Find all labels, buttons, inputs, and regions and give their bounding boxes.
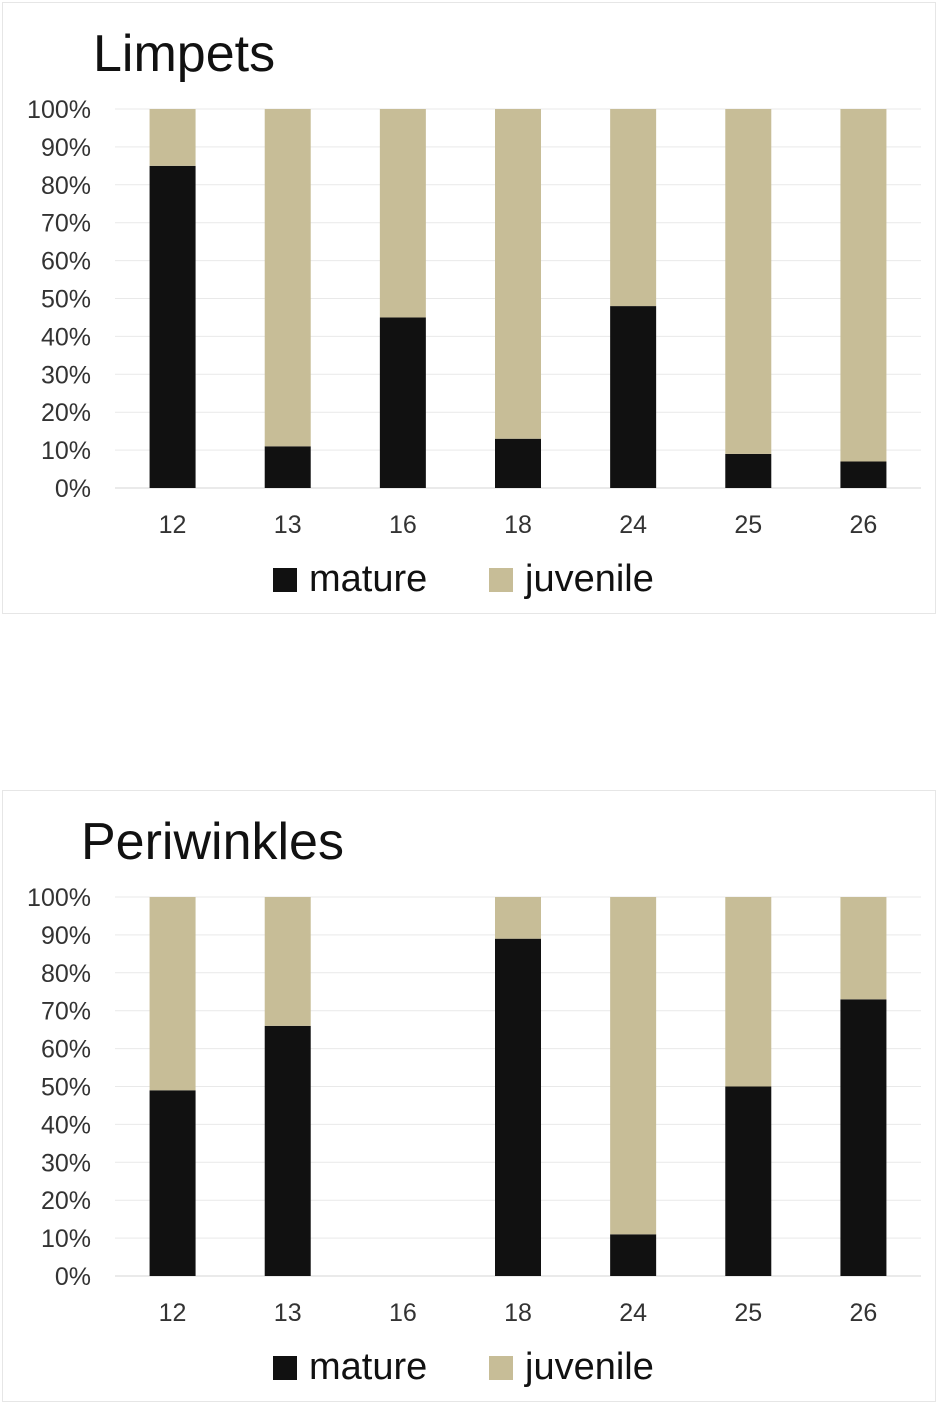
y-tick-label: 100% [27, 96, 91, 124]
x-tick-label: 13 [274, 511, 302, 539]
bar-juvenile-16 [379, 109, 426, 318]
bar-mature-13 [264, 1025, 311, 1276]
limpets-chart: Limpets 0% 10% 20% 30% 40% 50% 60% 70% 80% 90% 100… [27, 25, 921, 600]
y-tick-label: 20% [41, 1187, 91, 1215]
bar-juvenile-24 [610, 897, 657, 1235]
x-tick-label: 18 [504, 511, 532, 539]
bar-mature-13 [264, 446, 311, 488]
bar-mature-16 [379, 317, 426, 488]
x-tick-label: 26 [850, 1299, 878, 1327]
bar-mature-24 [610, 1234, 657, 1276]
legend-swatch-juvenile [489, 568, 513, 592]
bar-mature-25 [725, 453, 772, 488]
bar-juvenile-12 [149, 109, 196, 166]
chart-title: Limpets [93, 25, 275, 83]
bar-mature-12 [149, 1090, 196, 1276]
y-tick-label: 60% [41, 248, 91, 276]
y-tick-label: 80% [41, 172, 91, 200]
x-tick-label: 18 [504, 1299, 532, 1327]
y-tick-label: 80% [41, 960, 91, 988]
bar-mature-25 [725, 1086, 772, 1276]
bar-juvenile-25 [725, 109, 772, 454]
x-tick-label: 16 [389, 1299, 417, 1327]
y-tick-label: 30% [41, 361, 91, 389]
y-tick-label: 10% [41, 1225, 91, 1253]
x-tick-label: 24 [619, 1299, 647, 1327]
periwinkles-chart-panel: Periwinkles 0% 10% 20% 30% 40% 50% 60% 70% 80% 90… [2, 790, 936, 1402]
y-tick-label: 60% [41, 1036, 91, 1064]
bar-juvenile-18 [495, 109, 541, 439]
y-tick-label: 40% [41, 1111, 91, 1139]
chart-title: Periwinkles [81, 813, 344, 871]
bar-juvenile-13 [264, 109, 311, 447]
bar-juvenile-13 [264, 897, 311, 1026]
legend-swatch-mature [273, 1356, 297, 1380]
y-tick-label: 30% [41, 1149, 91, 1177]
y-tick-label: 70% [41, 998, 91, 1026]
x-tick-label: 25 [734, 1299, 762, 1327]
bar-mature-24 [610, 306, 657, 488]
bar-mature-18 [495, 938, 541, 1276]
bar-juvenile-24 [610, 109, 657, 307]
y-tick-label: 20% [41, 399, 91, 427]
legend-label-mature: mature [309, 1346, 427, 1388]
y-tick-label: 10% [41, 437, 91, 465]
bar-mature-12 [149, 165, 196, 488]
legend-swatch-mature [273, 568, 297, 592]
y-tick-label: 90% [41, 922, 91, 950]
y-tick-label: 50% [41, 1074, 91, 1102]
periwinkles-chart: Periwinkles 0% 10% 20% 30% 40% 50% 60% 70% 80% 90… [27, 813, 921, 1388]
x-tick-label: 24 [619, 511, 647, 539]
bar-juvenile-12 [149, 897, 196, 1091]
bar-juvenile-25 [725, 897, 772, 1087]
bar-juvenile-18 [495, 897, 541, 939]
legend-label-juvenile: juvenile [524, 558, 654, 600]
bar-mature-26 [840, 999, 887, 1276]
x-tick-label: 25 [734, 511, 762, 539]
x-tick-label: 16 [389, 511, 417, 539]
bar-mature-18 [495, 438, 541, 488]
y-tick-label: 70% [41, 210, 91, 238]
legend-label-juvenile: juvenile [524, 1346, 654, 1388]
y-tick-label: 0% [55, 1263, 91, 1291]
y-tick-label: 50% [41, 286, 91, 314]
legend-swatch-juvenile [489, 1356, 513, 1380]
legend-label-mature: mature [309, 558, 427, 600]
y-tick-label: 0% [55, 475, 91, 503]
x-tick-label: 26 [850, 511, 878, 539]
y-tick-label: 90% [41, 134, 91, 162]
y-tick-label: 40% [41, 323, 91, 351]
limpets-chart-panel: Limpets 0% 10% 20% 30% 40% 50% 60% 70% 80% 90% 100… [2, 2, 936, 614]
x-tick-label: 12 [159, 511, 187, 539]
bar-juvenile-26 [840, 109, 887, 462]
y-tick-label: 100% [27, 884, 91, 912]
x-tick-label: 13 [274, 1299, 302, 1327]
bar-juvenile-26 [840, 897, 887, 1000]
x-tick-label: 12 [159, 1299, 187, 1327]
bar-mature-26 [840, 461, 887, 488]
